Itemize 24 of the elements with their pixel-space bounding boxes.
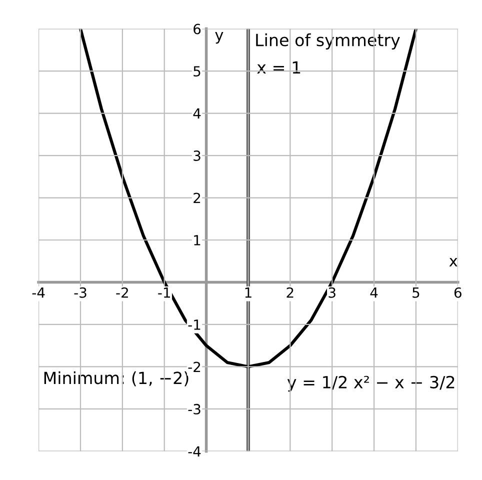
ref-line-label: Line of symmetry (256, 33, 400, 50)
y-tick-label: -4 (188, 446, 201, 456)
y-tick-label: -3 (188, 404, 200, 414)
y-tick-label: -1 (188, 320, 200, 330)
x-axis-title: x (449, 258, 458, 266)
x-tick-label: 1 (245, 288, 252, 298)
x-tick-label: -4 (32, 288, 45, 298)
y-tick-label: 3 (194, 150, 200, 161)
x-tick-label: 5 (412, 288, 420, 298)
y-tick-label: 5 (194, 66, 200, 77)
x-tick-label: -2 (116, 287, 128, 298)
y-tick-label: -2 (188, 362, 200, 372)
x-tick-label: 3 (328, 287, 336, 298)
y-tick-label: 1 (194, 235, 200, 246)
annotation: Minimum: (1, −2) (44, 371, 188, 386)
x-tick-label: -3 (74, 287, 86, 298)
x-tick-label: -1 (158, 288, 170, 298)
y-tick-label: 4 (193, 108, 201, 119)
y-tick-label: 2 (194, 192, 200, 204)
x-tick-label: 4 (370, 288, 378, 298)
x-tick-label: 6 (454, 287, 462, 298)
x-tick-label: 2 (286, 287, 294, 298)
y-tick-label: 6 (194, 24, 201, 34)
y-axis-title: y (215, 32, 224, 44)
